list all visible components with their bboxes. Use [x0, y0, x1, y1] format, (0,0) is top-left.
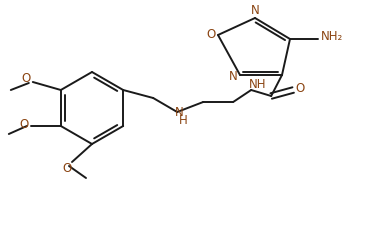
Text: O: O [295, 82, 305, 95]
Text: NH: NH [248, 79, 266, 92]
Text: O: O [62, 161, 72, 174]
Text: H: H [179, 114, 187, 128]
Text: O: O [206, 28, 216, 41]
Text: O: O [21, 73, 31, 85]
Text: NH₂: NH₂ [321, 30, 343, 44]
Text: O: O [19, 117, 28, 131]
Text: N: N [251, 3, 259, 16]
Text: N: N [229, 69, 237, 82]
Text: N: N [175, 106, 183, 118]
